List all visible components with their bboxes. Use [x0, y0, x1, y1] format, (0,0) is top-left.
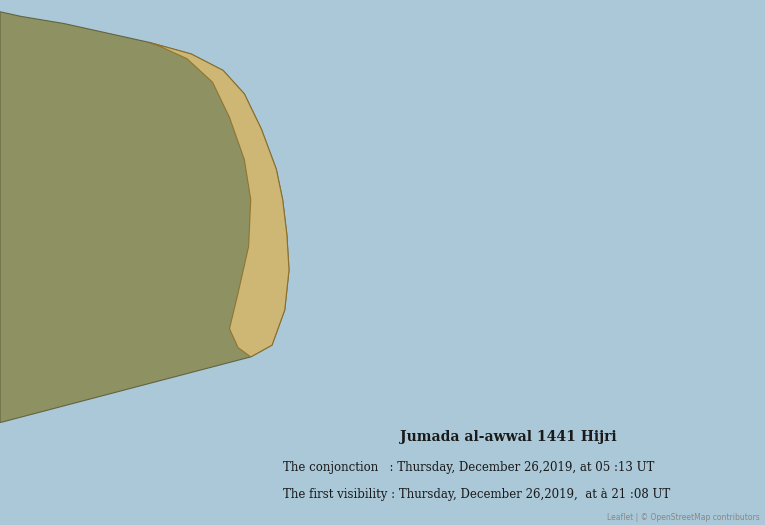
Text: The first visibility : Thursday, December 26,2019,  at à 21 :08 UT: The first visibility : Thursday, Decembe…: [283, 488, 670, 501]
Polygon shape: [148, 43, 289, 357]
Text: Jumada al-awwal 1441 Hijri: Jumada al-awwal 1441 Hijri: [400, 430, 617, 444]
Polygon shape: [0, 12, 289, 423]
Text: The conjonction   : Thursday, December 26,2019, at 05 :13 UT: The conjonction : Thursday, December 26,…: [283, 461, 655, 474]
Text: Leaflet | © OpenStreetMap contributors: Leaflet | © OpenStreetMap contributors: [607, 513, 760, 522]
